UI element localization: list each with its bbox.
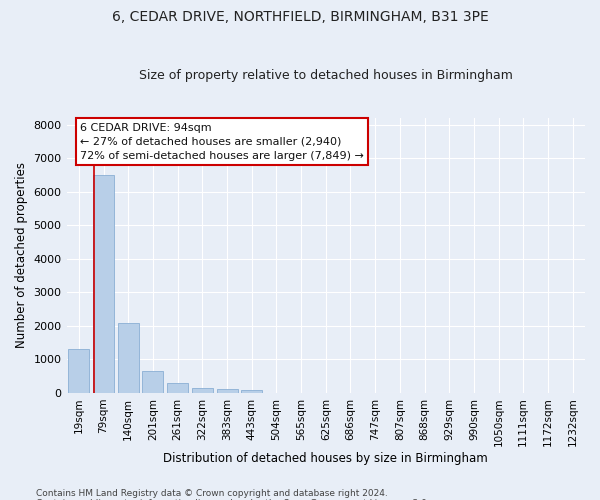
Y-axis label: Number of detached properties: Number of detached properties — [15, 162, 28, 348]
Bar — [142, 372, 163, 393]
Bar — [68, 349, 89, 393]
Bar — [167, 383, 188, 393]
Bar — [93, 175, 114, 393]
Bar — [192, 388, 213, 393]
Bar — [241, 390, 262, 393]
Text: 6 CEDAR DRIVE: 94sqm
← 27% of detached houses are smaller (2,940)
72% of semi-de: 6 CEDAR DRIVE: 94sqm ← 27% of detached h… — [80, 123, 364, 161]
Bar — [217, 390, 238, 393]
Title: Size of property relative to detached houses in Birmingham: Size of property relative to detached ho… — [139, 69, 513, 82]
Bar — [118, 323, 139, 393]
X-axis label: Distribution of detached houses by size in Birmingham: Distribution of detached houses by size … — [163, 452, 488, 465]
Text: 6, CEDAR DRIVE, NORTHFIELD, BIRMINGHAM, B31 3PE: 6, CEDAR DRIVE, NORTHFIELD, BIRMINGHAM, … — [112, 10, 488, 24]
Text: Contains public sector information licensed under the Open Government Licence v3: Contains public sector information licen… — [36, 498, 430, 500]
Text: Contains HM Land Registry data © Crown copyright and database right 2024.: Contains HM Land Registry data © Crown c… — [36, 488, 388, 498]
